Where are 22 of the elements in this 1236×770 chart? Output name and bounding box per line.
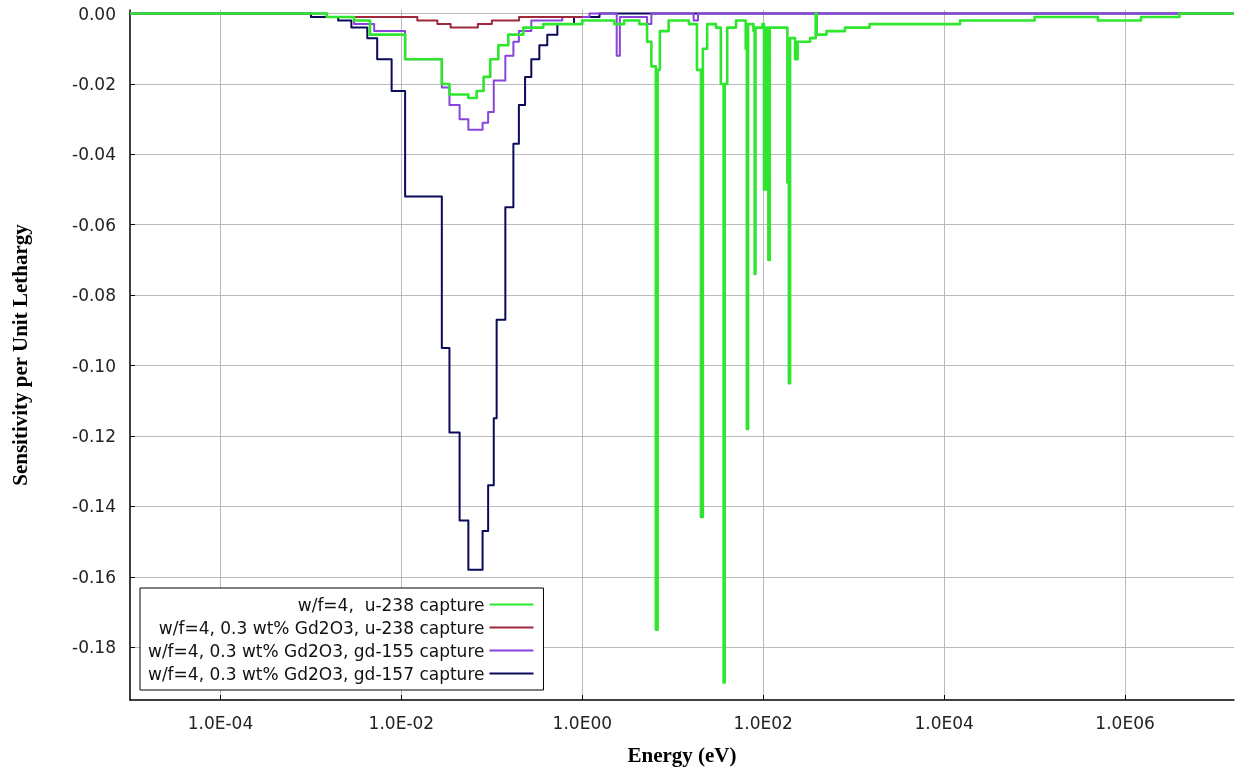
x-tick-label: 1.0E06 [1095, 712, 1155, 733]
legend-label: w/f=4, 0.3 wt% Gd2O3, gd-157 capture [147, 663, 485, 684]
y-tick-label: -0.02 [72, 73, 116, 94]
x-tick-label: 1.0E00 [552, 712, 613, 733]
x-tick-label: 1.0E02 [733, 712, 793, 733]
x-tick-label: 1.0E-04 [187, 712, 254, 733]
y-tick-label: -0.18 [72, 637, 116, 658]
x-tick-label: 1.0E-02 [368, 712, 435, 733]
y-tick-label: -0.06 [72, 214, 116, 235]
y-axis-title: Sensitivity per Unit Lethargy [7, 223, 32, 486]
y-tick-label: -0.08 [72, 285, 116, 306]
y-tick-label: -0.12 [72, 425, 116, 446]
y-tick-label: 0.00 [78, 3, 116, 24]
y-tick-label: -0.14 [72, 496, 116, 517]
legend-label: w/f=4, u-238 capture [297, 594, 485, 615]
x-axis-title: Energy (eV) [627, 742, 737, 767]
y-tick-label: -0.04 [72, 144, 116, 165]
y-tick-label: -0.10 [72, 355, 116, 376]
legend-label: w/f=4, 0.3 wt% Gd2O3, gd-155 capture [147, 640, 485, 661]
x-tick-label: 1.0E04 [914, 712, 974, 733]
legend-label: w/f=4, 0.3 wt% Gd2O3, u-238 capture [158, 617, 485, 638]
y-tick-label: -0.16 [72, 566, 116, 587]
